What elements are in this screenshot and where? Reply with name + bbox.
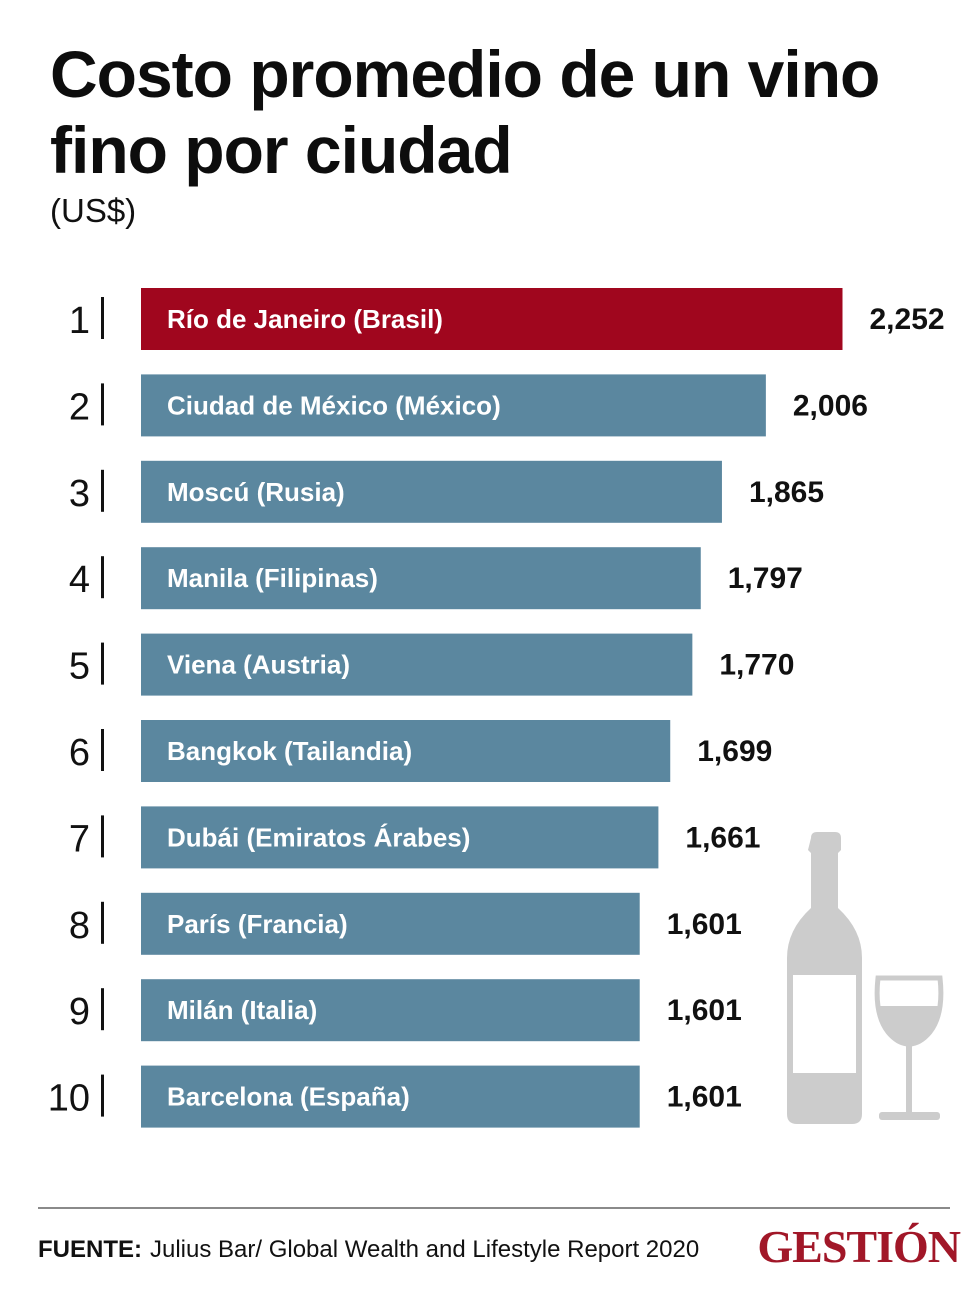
rank-separator bbox=[101, 642, 104, 685]
rank-label: 3 bbox=[69, 473, 90, 515]
rank-label: 4 bbox=[69, 559, 90, 601]
bar-value-label: 1,699 bbox=[697, 735, 772, 768]
brand-logo: GESTIÓN bbox=[757, 1221, 961, 1272]
bar-chart: 1 Río de Janeiro (Brasil) 2,252 2 Ciudad de … bbox=[48, 288, 945, 1128]
bar bbox=[141, 288, 843, 350]
bar bbox=[141, 547, 701, 610]
chart-subtitle: (US$) bbox=[50, 192, 137, 229]
rank-label: 8 bbox=[69, 905, 90, 947]
bar bbox=[141, 633, 693, 696]
rank-separator bbox=[101, 815, 104, 858]
rank-label: 6 bbox=[69, 732, 90, 774]
footer-divider bbox=[38, 1207, 950, 1209]
rank-label: 9 bbox=[69, 991, 90, 1033]
bar bbox=[141, 892, 640, 955]
rank-label: 1 bbox=[69, 300, 90, 342]
bottle-label bbox=[793, 975, 856, 1073]
bar bbox=[141, 374, 766, 437]
wine-glass-liquid bbox=[877, 1006, 941, 1044]
rank-separator bbox=[101, 383, 104, 426]
source-text: Julius Bar/ Global Wealth and Lifestyle … bbox=[150, 1236, 700, 1263]
rank-label: 5 bbox=[69, 646, 90, 688]
bar-value-label: 1,601 bbox=[667, 908, 742, 941]
wine-glass-base bbox=[879, 1112, 940, 1120]
rank-separator bbox=[101, 901, 104, 944]
bar-value-label: 1,601 bbox=[667, 1081, 742, 1114]
chart-title: Costo promedio de un vino fino por ciuda… bbox=[50, 37, 880, 187]
bar-value-label: 1,601 bbox=[667, 994, 742, 1027]
bar-category-label: Viena (Austria) bbox=[167, 650, 350, 680]
bar bbox=[141, 1065, 640, 1128]
bar-category-label: Dubái (Emiratos Árabes) bbox=[167, 822, 470, 852]
bar-value-label: 2,006 bbox=[793, 389, 868, 422]
bar bbox=[141, 720, 671, 782]
rank-separator bbox=[101, 469, 104, 512]
bar-category-label: Moscú (Rusia) bbox=[167, 477, 345, 507]
bar bbox=[141, 979, 640, 1042]
bar bbox=[141, 460, 722, 523]
rank-separator bbox=[101, 1074, 104, 1117]
bar-category-label: Barcelona (España) bbox=[167, 1082, 410, 1112]
rank-separator bbox=[101, 297, 104, 339]
rank-label: 2 bbox=[69, 386, 90, 428]
bars-layer: 1 Río de Janeiro (Brasil) 2,252 2 Ciudad de … bbox=[48, 288, 945, 1128]
bar-value-label: 2,252 bbox=[869, 303, 944, 336]
bar-value-label: 1,797 bbox=[728, 562, 803, 595]
wine-glass-stem bbox=[906, 1044, 912, 1112]
bar-value-label: 1,661 bbox=[685, 821, 760, 854]
bar-value-label: 1,865 bbox=[749, 476, 824, 509]
rank-separator bbox=[101, 556, 104, 599]
wine-illustration bbox=[787, 832, 944, 1124]
bar bbox=[141, 806, 659, 869]
bar-value-label: 1,770 bbox=[719, 649, 794, 682]
bar-category-label: Río de Janeiro (Brasil) bbox=[167, 304, 443, 334]
rank-label: 10 bbox=[48, 1078, 90, 1120]
bar-category-label: Ciudad de México (México) bbox=[167, 390, 501, 420]
rank-separator bbox=[101, 729, 104, 771]
rank-separator bbox=[101, 988, 104, 1031]
source-note: FUENTE: Julius Bar/ Global Wealth and Lif… bbox=[38, 1236, 699, 1264]
bar-category-label: París (Francia) bbox=[167, 909, 348, 939]
bar-category-label: Manila (Filipinas) bbox=[167, 563, 378, 593]
bar-category-label: Milán (Italia) bbox=[167, 995, 317, 1025]
rank-label: 7 bbox=[69, 818, 90, 860]
bar-category-label: Bangkok (Tailandia) bbox=[167, 736, 412, 766]
source-label: FUENTE: bbox=[38, 1236, 142, 1263]
